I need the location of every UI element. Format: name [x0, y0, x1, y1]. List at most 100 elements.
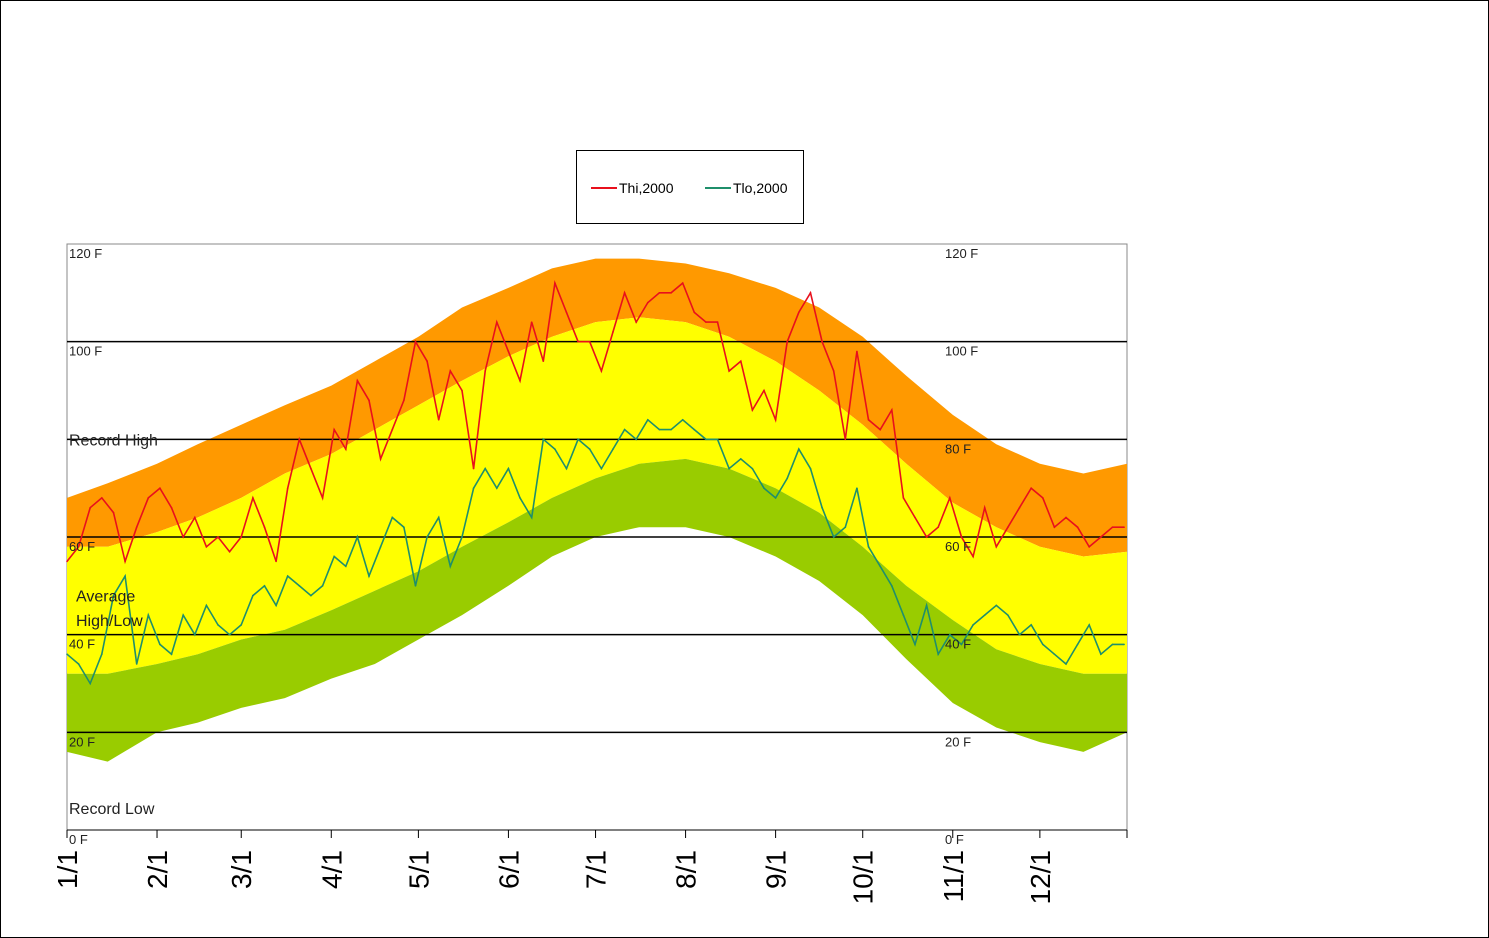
legend-label-tlo: Tlo,2000	[733, 180, 788, 196]
series-point-tlo	[925, 604, 928, 607]
legend-item-thi: Thi,2000	[591, 180, 673, 196]
band-annotation: Average	[76, 589, 135, 606]
series-point-tlo	[1053, 653, 1056, 655]
series-point-thi	[1088, 545, 1091, 548]
series-point-thi	[949, 497, 951, 499]
series-point-tlo	[623, 428, 626, 431]
legend: Thi,2000 Tlo,2000	[576, 150, 804, 224]
series-point-tlo	[972, 624, 974, 626]
series-point-thi	[914, 516, 916, 519]
series-point-thi	[856, 350, 858, 353]
series-point-thi	[89, 506, 92, 509]
series-point-tlo	[832, 536, 835, 538]
series-point-thi	[809, 292, 812, 294]
series-point-tlo	[809, 467, 812, 470]
legend-label-thi: Thi,2000	[619, 180, 674, 196]
series-point-thi	[577, 340, 579, 343]
series-point-thi	[519, 379, 521, 382]
x-tick-label: 11/1	[938, 850, 969, 902]
series-point-tlo	[635, 438, 638, 441]
series-point-tlo	[1041, 643, 1044, 646]
x-tick-label: 1/1	[52, 850, 83, 889]
series-point-thi	[298, 438, 301, 441]
series-point-tlo	[716, 438, 719, 441]
series-point-thi	[554, 282, 556, 284]
x-tick-label: 3/1	[226, 850, 257, 889]
series-point-thi	[972, 555, 974, 558]
series-point-thi	[1018, 506, 1021, 509]
y-tick-right-label: 100 F	[945, 344, 978, 359]
series-point-thi	[600, 370, 603, 372]
series-point-tlo	[705, 438, 707, 441]
legend-item-tlo: Tlo,2000	[705, 180, 787, 196]
series-point-thi	[391, 428, 394, 431]
series-point-tlo	[240, 624, 243, 626]
series-point-tlo	[588, 448, 591, 450]
series-point-thi	[1053, 526, 1056, 529]
series-point-thi	[217, 536, 219, 538]
y-tick-left-label: 0 F	[69, 832, 88, 847]
series-point-thi	[798, 311, 800, 314]
band-annotation: Record High	[69, 432, 158, 449]
y-tick-right-label: 80 F	[945, 441, 971, 456]
series-point-tlo	[600, 467, 603, 470]
series-point-thi	[159, 487, 161, 489]
series-point-thi	[832, 370, 835, 372]
series-point-tlo	[496, 487, 498, 489]
series-point-tlo	[890, 585, 893, 587]
series-point-tlo	[170, 653, 173, 655]
series-point-thi	[739, 360, 742, 363]
series-point-tlo	[670, 428, 672, 431]
series-point-thi	[705, 321, 707, 323]
series-point-thi	[763, 389, 765, 392]
series-point-thi	[472, 467, 475, 470]
series-point-tlo	[182, 614, 184, 616]
series-point-thi	[937, 526, 940, 529]
series-point-tlo	[1007, 614, 1009, 616]
series-point-thi	[240, 536, 243, 538]
series-point-tlo	[112, 594, 115, 597]
series-point-thi	[507, 350, 510, 353]
record-low-band	[67, 458, 1127, 762]
y-tick-right-label: 20 F	[945, 734, 971, 749]
series-point-thi	[193, 516, 196, 519]
series-point-tlo	[693, 428, 696, 431]
series-point-thi	[670, 292, 672, 294]
series-point-thi	[681, 282, 684, 284]
series-point-thi	[182, 536, 184, 538]
series-point-thi	[124, 560, 126, 563]
x-tick-label: 9/1	[761, 850, 792, 889]
series-point-thi	[530, 321, 533, 323]
y-tick-right-label: 120 F	[945, 246, 978, 261]
series-point-tlo	[844, 526, 847, 529]
series-point-thi	[786, 340, 789, 343]
series-point-thi	[821, 340, 823, 343]
series-point-thi	[66, 560, 68, 563]
series-point-thi	[333, 428, 335, 431]
y-tick-left-label: 100 F	[69, 344, 102, 359]
series-point-tlo	[135, 663, 138, 665]
series-point-tlo	[728, 467, 730, 470]
series-point-tlo	[252, 594, 254, 597]
series-point-tlo	[960, 643, 963, 646]
series-point-tlo	[658, 428, 661, 431]
series-point-tlo	[286, 575, 289, 577]
series-point-thi	[728, 370, 730, 372]
series-point-thi	[1041, 497, 1044, 499]
y-tick-left-label: 60 F	[69, 539, 95, 554]
series-point-thi	[205, 545, 208, 548]
series-line-thi	[66, 280, 1125, 565]
series-point-thi	[716, 321, 719, 323]
y-tick-right-label: 40 F	[945, 637, 971, 652]
series-point-thi	[286, 487, 289, 489]
x-tick-label: 10/1	[848, 850, 879, 905]
series-point-tlo	[217, 624, 219, 626]
series-point-tlo	[193, 633, 196, 636]
series-point-tlo	[89, 682, 92, 685]
series-point-tlo	[856, 487, 858, 489]
series-line-tlo	[66, 418, 1125, 686]
series-point-tlo	[565, 467, 568, 470]
series-point-thi	[925, 536, 928, 538]
series-point-thi	[310, 467, 312, 470]
series-point-thi	[461, 389, 463, 392]
